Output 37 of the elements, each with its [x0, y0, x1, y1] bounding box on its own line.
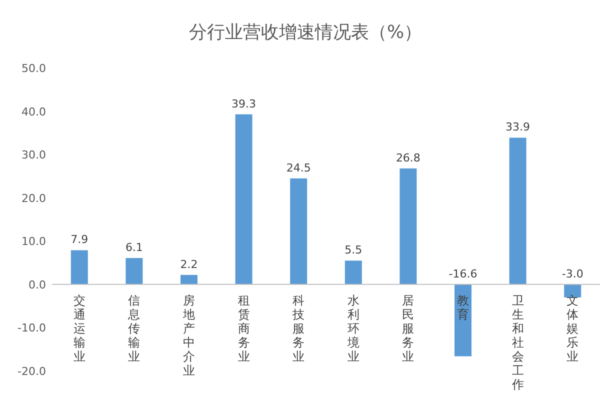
data-label: 39.3 [232, 97, 256, 110]
data-label: 24.5 [286, 161, 311, 174]
y-tick-label: 20.0 [22, 192, 46, 205]
y-tick-label: -20.0 [18, 365, 46, 378]
bar [180, 274, 198, 284]
bar [70, 250, 88, 284]
x-tick-label: 租赁商务业 [238, 293, 250, 364]
data-label: 7.9 [70, 233, 88, 246]
x-tick-label: 文体娱乐业 [566, 293, 579, 364]
y-tick-label: 10.0 [22, 235, 46, 248]
x-tick-label: 房地产中介业 [182, 293, 195, 378]
x-tick-label: 居民服务业 [402, 293, 414, 364]
x-tick-label: 信息传输业 [127, 293, 140, 364]
data-label: 2.2 [180, 258, 198, 271]
data-label: -3.0 [562, 267, 584, 280]
x-tick-label: 教育 [457, 293, 469, 322]
data-label: 33.9 [506, 120, 530, 134]
bar [235, 114, 252, 284]
x-tick-label: 卫生和社会工作 [510, 293, 524, 392]
data-label: 5.5 [344, 244, 362, 257]
y-tick-label: 30.0 [22, 148, 46, 162]
bar [344, 260, 362, 284]
x-tick-label: 水利环境业 [346, 293, 360, 364]
bar [509, 138, 526, 284]
bar [400, 168, 417, 284]
bar [290, 178, 308, 284]
y-tick-label: -10.0 [18, 322, 46, 335]
bar [126, 258, 143, 284]
x-tick-label: 科技服务业 [292, 293, 305, 364]
y-tick-label: 40.0 [22, 105, 46, 118]
chart-title: 分行业营收增速情况表（%） [188, 22, 422, 43]
data-label: 26.8 [396, 151, 420, 164]
x-tick-label: 交通运输业 [73, 293, 86, 364]
data-label: -16.6 [448, 267, 478, 280]
data-label: 6.1 [125, 241, 143, 254]
y-tick-label: 0.0 [28, 278, 46, 292]
y-tick-label: 50.0 [22, 62, 46, 75]
